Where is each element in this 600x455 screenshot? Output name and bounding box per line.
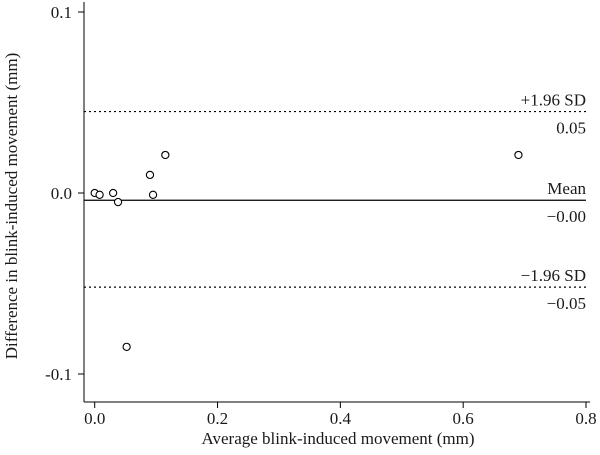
upper-limit-name-label: +1.96 SD xyxy=(521,91,586,110)
mean-value-label: −0.00 xyxy=(547,207,586,226)
mean-name-label: Mean xyxy=(547,179,586,198)
x-ticks: 0.0 0.2 0.4 0.6 0.8 xyxy=(84,402,597,428)
data-point xyxy=(514,150,523,160)
y-tick-label: 0.1 xyxy=(51,3,72,22)
data-point xyxy=(148,190,158,199)
x-tick-label: 0.6 xyxy=(453,409,474,428)
x-tick-label: 0.0 xyxy=(84,409,105,428)
data-points xyxy=(90,150,523,351)
x-tick-label: 0.2 xyxy=(207,409,228,428)
y-tick-label: -0.1 xyxy=(45,365,72,384)
reference-lines: +1.96 SD 0.05 Mean −0.00 −1.96 SD −0.05 xyxy=(84,91,586,313)
data-point xyxy=(145,170,155,180)
y-tick-label: 0.0 xyxy=(51,184,72,203)
y-ticks: -0.1 0.0 0.1 xyxy=(45,3,84,384)
data-point xyxy=(108,188,118,198)
x-axis-label: Average blink-induced movement (mm) xyxy=(201,429,474,448)
data-point xyxy=(122,342,131,351)
plot-area: -0.1 0.0 0.1 0.0 0.2 0.4 0.6 0.8 +1.96 SD 0.05 M… xyxy=(45,2,597,428)
upper-limit-value-label: 0.05 xyxy=(556,119,586,138)
data-point xyxy=(161,150,170,160)
lower-limit-value-label: −0.05 xyxy=(547,294,586,313)
data-point xyxy=(113,197,123,207)
lower-limit-name-label: −1.96 SD xyxy=(521,266,586,285)
x-tick-label: 0.4 xyxy=(330,409,352,428)
y-axis-label: Difference in blink-induced movement (mm… xyxy=(2,53,21,360)
data-point xyxy=(95,190,104,199)
x-tick-label: 0.8 xyxy=(575,409,596,428)
